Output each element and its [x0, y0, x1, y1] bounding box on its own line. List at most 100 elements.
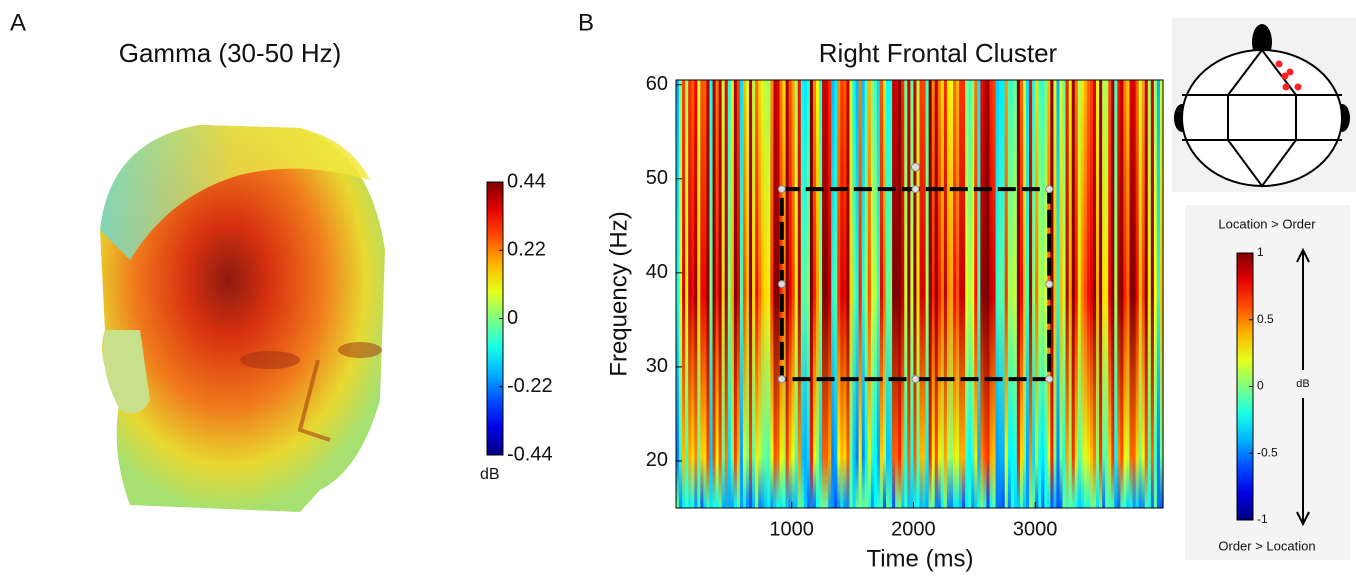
heatmap-column [742, 80, 747, 508]
head-render [100, 125, 385, 512]
heatmap-column [1150, 80, 1155, 508]
heatmap-column [788, 80, 793, 508]
heatmap-column [1156, 80, 1161, 508]
heatmap-column [1117, 80, 1121, 508]
heatmap-column [1108, 80, 1112, 508]
heatmap-column [995, 80, 1000, 508]
heatmap-column [937, 80, 942, 508]
heatmap-column [694, 80, 698, 508]
roi-handle [911, 375, 920, 384]
heatmap-column [858, 80, 863, 508]
heatmap-column [1074, 80, 1079, 508]
heatmap-column [752, 80, 756, 508]
heatmap-column [1032, 80, 1036, 508]
colorbar-panel [1185, 205, 1350, 560]
colorbar-tick-label: 0.44 [507, 170, 546, 192]
heatmap-column [1159, 80, 1164, 508]
heatmap-column [983, 80, 988, 508]
heatmap-column [1141, 80, 1146, 508]
heatmap-column [952, 80, 957, 508]
heatmap-column [688, 80, 692, 508]
heatmap-column [904, 80, 908, 508]
heatmap-column [730, 80, 735, 508]
heatmap-column [721, 80, 726, 508]
y-tick-label: 40 [646, 261, 668, 283]
heatmap-column [1129, 80, 1134, 508]
heatmap-column [910, 80, 915, 508]
heatmap-column [1044, 80, 1048, 508]
heatmap-column [1083, 80, 1088, 508]
roi-handle [1045, 280, 1054, 289]
panel-label: A [10, 9, 26, 36]
heatmap-column [812, 80, 817, 508]
heatmap-column [767, 80, 771, 508]
heatmap-column [800, 80, 805, 508]
heatmap-column [980, 80, 985, 508]
heatmap-column [773, 80, 778, 508]
heatmap-column [986, 80, 991, 508]
heatmap-column [1111, 80, 1115, 508]
scalp-map [1172, 18, 1356, 192]
heatmap-column [1126, 80, 1131, 508]
heatmap-column [889, 80, 893, 508]
heatmap-column [1022, 80, 1027, 508]
heatmap-column [697, 80, 701, 508]
colorbar-tick-label: -0.44 [507, 443, 553, 465]
heatmap-column [819, 80, 823, 508]
heatmap-column [916, 80, 921, 508]
arrow [1296, 247, 1310, 527]
colorbar-tick-label: -1 [1257, 512, 1268, 526]
heatmap-column [965, 80, 969, 508]
heatmap-column [882, 80, 887, 508]
colorbar-tick-label: 1 [1257, 245, 1264, 259]
heatmap-column [803, 80, 808, 508]
heatmap-column [1001, 80, 1006, 508]
heatmap-column [867, 80, 872, 508]
heatmap-column [709, 80, 714, 508]
heatmap-column [1099, 80, 1103, 508]
x-tick-label: 1000 [769, 518, 814, 540]
y-tick-label: 30 [646, 355, 668, 377]
heatmap-column [922, 80, 927, 508]
heatmap-column [968, 80, 972, 508]
heatmap-column [749, 80, 753, 508]
heatmap-column [1053, 80, 1058, 508]
heatmap-column [1029, 80, 1033, 508]
heatmap-column [1123, 80, 1128, 508]
heatmap-column [1068, 80, 1073, 508]
heatmap-column [806, 80, 811, 508]
heatmap-column [706, 80, 711, 508]
colorbar-tick-label: 0 [1257, 379, 1264, 393]
heatmap-column [876, 80, 881, 508]
heatmap-column [901, 80, 905, 508]
heatmap-column [989, 80, 994, 508]
heatmap-column [949, 80, 954, 508]
heatmap-column [733, 80, 738, 508]
colorbar-tick-label: 0.5 [1257, 312, 1274, 326]
y-tick-label: 20 [646, 449, 668, 471]
heatmap-column [782, 80, 787, 508]
heatmap-column [718, 80, 723, 508]
heatmap-column [797, 80, 802, 508]
heatmap-column [1077, 80, 1082, 508]
heatmap-column [1080, 80, 1085, 508]
heatmap-column [959, 80, 963, 508]
heatmap-column [770, 80, 774, 508]
x-tick-label: 2000 [891, 518, 936, 540]
heatmap-column [746, 80, 750, 508]
roi-handle [777, 375, 786, 384]
heatmap-column [898, 80, 902, 508]
heatmap-column [1019, 80, 1024, 508]
heatmap-column [1010, 80, 1015, 508]
colorbar-top-label: Location > Order [1218, 216, 1316, 231]
heatmap-column [1026, 80, 1030, 508]
x-tick-label: 3000 [1013, 518, 1058, 540]
heatmap-column [931, 80, 936, 508]
heatmap-column [998, 80, 1003, 508]
heatmap-column [1086, 80, 1091, 508]
heatmap-column [1016, 80, 1021, 508]
heatmap-column [992, 80, 997, 508]
x-axis-label: Time (ms) [866, 545, 973, 572]
panel-title: Gamma (30-50 Hz) [119, 38, 342, 68]
y-tick-label: 60 [646, 73, 668, 95]
